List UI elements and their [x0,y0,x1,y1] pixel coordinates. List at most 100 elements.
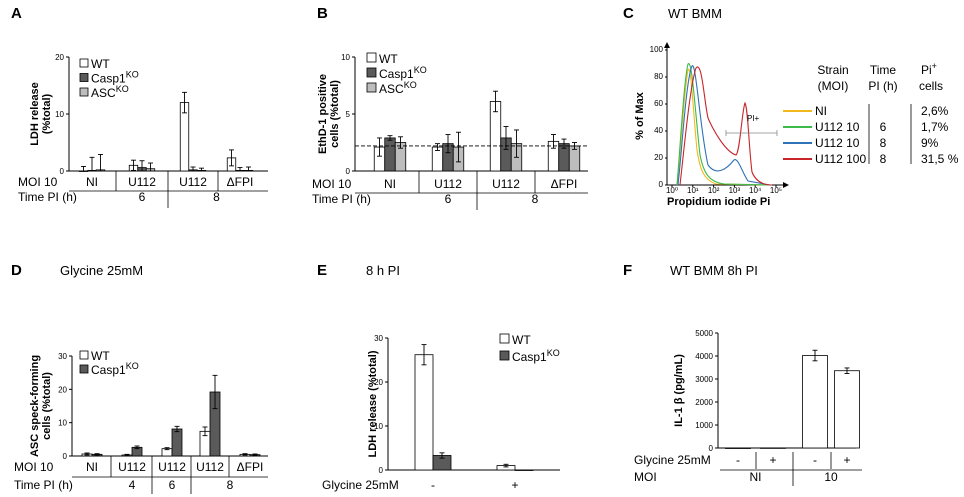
chart-A-legend-swatch-casp [79,73,89,82]
chart-C-table-header-strain: Strain [817,63,848,77]
chart-A-legend-swatch-wt [79,58,89,68]
chart-C-series-u112_10_6 [676,63,771,186]
chart-C-table-time: 8 [880,152,887,166]
chart-C-x-tick-label: 10⁰ [666,186,678,195]
chart-E-legend-casp: Casp1KO [512,348,560,364]
chart-C-table-pct: 9% [921,136,939,150]
chart-C-x-tick-label: 10¹ [687,186,699,195]
chart-E-y-label: LDH release (%total) [367,350,379,457]
chart-D-legend-swatch-casp [79,364,89,374]
chart-E-y-tick-label: 10 [374,422,383,431]
chart-B-category-label: NI [384,177,396,191]
chart-B-legend-wt: WT [379,52,398,66]
chart-B-legend-casp-sup: KO [414,65,427,75]
chart-B-category-label: U112 [492,177,520,191]
chart-D-time-label: 6 [169,478,176,492]
chart-C-x-tick-label: 10⁴ [749,186,762,195]
chart-E-legend-wt-text: WT [512,333,531,347]
chart-A-category-label: U112 [128,175,156,189]
chart-A-legend-casp-sup: KO [126,70,139,80]
chart-A-time-label: 8 [213,190,220,204]
chart-A-legend-wt-text: WT [91,57,110,71]
chart-E-category-label: - [431,478,435,492]
chart-A-legend-wt: WT [91,57,110,71]
chart-C-y-tick-label: 80 [654,72,663,81]
chart-F-category-label: - [813,453,817,467]
chart-C-table-header-pi-text: Pi [921,63,932,77]
chart-A-row-label-time: Time PI (h) [18,190,77,204]
chart-C-table-header-time: Time [870,63,897,77]
chart-B-legend-asc-sup: KO [404,80,417,90]
chart-A-time-label: 6 [139,190,146,204]
chart-C-x-label: Propidium iodide Pi [667,196,770,208]
chart-C-table-time: 6 [880,120,887,134]
chart-A-legend-asc-sup: KO [116,84,129,94]
chart-D-legend-casp-sup: KO [126,361,139,371]
chart-F-moi-label: NI [750,470,762,484]
chart-B-y-tick-label: 5 [346,110,351,119]
chart-D-time-label: 8 [227,478,234,492]
chart-E-bar-casp [514,469,534,471]
chart-C-series-u112_100_8 [679,66,773,186]
chart-E-bar-wt [414,354,434,471]
chart-E-legend-casp-sup: KO [547,348,560,358]
chart-C-x-tick-label: 10³ [729,186,741,195]
chart-F-bar-wt [725,447,751,449]
chart-E-legend-casp-text: Casp1 [512,350,547,364]
chart-C-y-tick-label: 0 [659,180,664,189]
chart-B-row-label-time: Time PI (h) [312,192,371,206]
chart-F-y-tick-label: 2000 [695,398,713,407]
chart-F-y-tick-label: 5000 [695,329,713,338]
chart-A-legend-casp: Casp1KO [91,70,139,86]
chart-D-legend-casp: Casp1KO [91,361,139,377]
chart-A-legend-asc: ASCKO [91,84,129,100]
chart-A-category-label: U112 [179,175,207,189]
chart-C-y-tick-label: 60 [654,99,663,108]
chart-C-y-label: % of Max [634,91,646,140]
panel-letter-C: C [623,5,634,22]
chart-F-bar-wt [802,355,828,449]
chart-B-legend-swatch-wt [366,52,377,63]
chart-D-y-label: ASC speck-formingcells (%total) [29,355,53,457]
panel-title-E: 8 h PI [366,263,400,278]
chart-C-x-arrow [783,182,789,188]
panel-letter-F: F [623,262,632,279]
panel-title-C: WT BMM [668,6,722,21]
chart-C-series-ni [676,68,771,186]
chart-E-legend-swatch-casp [499,350,510,361]
chart-C-table-header-cells: cells [919,79,943,93]
chart-B-bar-casp [384,137,396,172]
panel-letter-E: E [317,262,327,279]
chart-C-y-arrow [664,42,670,48]
chart-B-legend-casp: Casp1KO [379,65,427,81]
chart-D-y-tick-label: 0 [63,452,68,461]
chart-A-y-tick-label: 0 [60,167,65,176]
chart-D-category-label: NI [86,460,98,474]
chart-F-moi-label: 10 [824,470,838,484]
chart-C-table-strain: U112 100 [815,152,866,166]
chart-F-y-tick-label: 4000 [695,352,713,361]
chart-C-table-pct: 31,5 % [921,152,959,166]
chart-E-y-tick-label: 30 [374,334,383,343]
chart-D-legend-casp-text: Casp1 [91,363,126,377]
chart-B-row-label-moi: MOI 10 [312,177,352,191]
chart-B-y-label-line: cells (%total) [329,80,341,148]
chart-C-y-tick-label: 100 [650,45,664,54]
chart-F-category-label: + [843,453,850,467]
chart-C-table-pct: 1,7% [921,120,949,134]
chart-C-y-tick-label: 40 [654,126,663,135]
chart-E-y-tick-label: 0 [379,466,384,475]
chart-C-table-header-pi: Pi+ [921,61,937,77]
chart-D-category-label: U112 [118,460,146,474]
chart-B-legend-casp-text: Casp1 [379,67,414,81]
chart-A-legend-swatch-asc [79,87,89,97]
chart-B-legend-wt-text: WT [379,52,398,66]
chart-D-category-label: U112 [158,460,186,474]
chart-C-table-time: 8 [880,136,887,150]
chart-A-y-label: LDH release(%total) [29,82,53,146]
chart-B-legend-asc-text: ASC [379,82,404,96]
chart-A-y-label-line: LDH release [29,82,41,146]
chart-E-category-label: + [511,478,518,492]
chart-F-row-label-moi: MOI [634,470,657,484]
